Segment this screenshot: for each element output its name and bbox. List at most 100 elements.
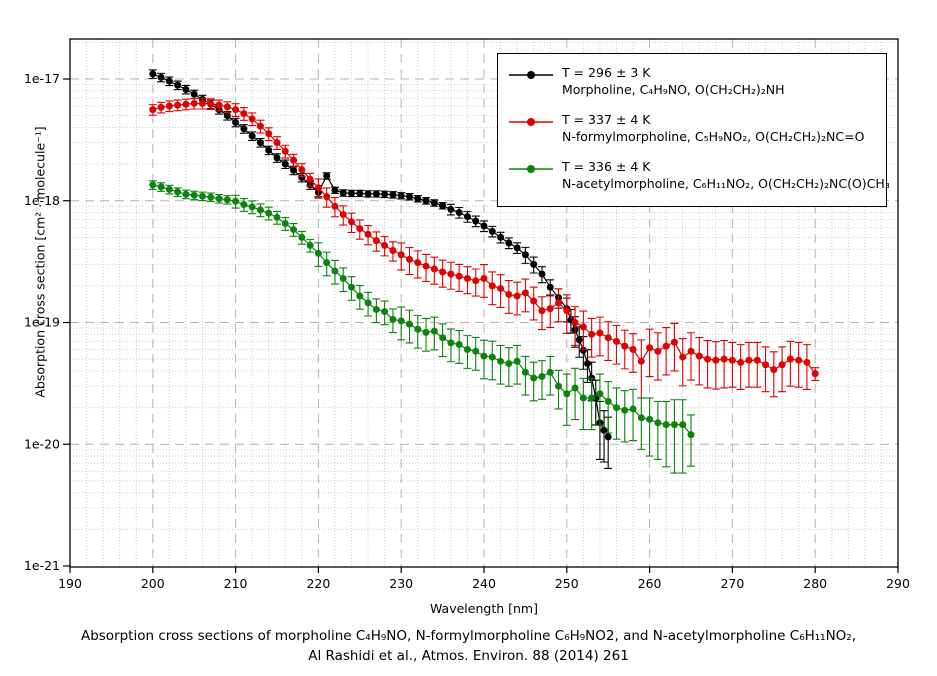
marker-n-acetylmorpholine [256, 206, 264, 214]
marker-morpholine [480, 222, 488, 230]
marker-n-acetylmorpholine [290, 226, 298, 234]
marker-morpholine [439, 202, 447, 210]
x-tick-label: 270 [720, 576, 744, 591]
marker-n-acetylmorpholine [505, 360, 513, 368]
marker-n-acetylmorpholine [215, 195, 223, 203]
marker-n-formylmorpholine [505, 290, 513, 298]
marker-n-acetylmorpholine [190, 191, 198, 199]
marker-n-formylmorpholine [314, 184, 322, 192]
marker-n-acetylmorpholine [389, 315, 397, 323]
marker-n-formylmorpholine [215, 101, 223, 109]
marker-morpholine [372, 190, 380, 198]
marker-n-acetylmorpholine [646, 415, 654, 423]
marker-n-formylmorpholine [149, 106, 157, 114]
marker-morpholine [356, 189, 364, 197]
marker-n-acetylmorpholine [612, 404, 620, 412]
y-tick-label: 1e-19 [24, 315, 60, 330]
marker-n-acetylmorpholine [538, 373, 546, 381]
marker-n-formylmorpholine [472, 277, 480, 285]
marker-morpholine [521, 251, 529, 259]
marker-n-acetylmorpholine [488, 353, 496, 361]
error-bars-n-acetylmorpholine [148, 180, 695, 474]
marker-n-acetylmorpholine [405, 320, 413, 328]
marker-n-acetylmorpholine [372, 305, 380, 313]
marker-n-formylmorpholine [422, 262, 430, 270]
marker-n-formylmorpholine [248, 115, 256, 123]
line-n-acetylmorpholine [152, 184, 692, 435]
marker-n-formylmorpholine [207, 100, 215, 108]
marker-n-formylmorpholine [704, 355, 712, 363]
marker-n-acetylmorpholine [364, 299, 372, 307]
x-tick-label: 200 [141, 576, 165, 591]
marker-morpholine [265, 146, 273, 154]
x-tick-label: 240 [472, 576, 496, 591]
marker-n-acetylmorpholine [621, 406, 629, 414]
marker-morpholine [248, 132, 256, 140]
legend-temperature: T = 337 ± 4 K [562, 112, 651, 127]
marker-n-acetylmorpholine [679, 421, 687, 429]
legend-entry-n-formylmorpholine: T = 337 ± 4 K N-formylmorpholine, C₅H₉NO… [509, 112, 886, 145]
marker-n-formylmorpholine [770, 366, 778, 374]
marker-n-acetylmorpholine [670, 421, 678, 429]
marker-morpholine [165, 77, 173, 85]
marker-morpholine [389, 191, 397, 199]
marker-morpholine [422, 197, 430, 205]
marker-n-formylmorpholine [563, 307, 571, 315]
x-tick-label: 250 [555, 576, 579, 591]
marker-n-formylmorpholine [571, 319, 579, 326]
marker-n-acetylmorpholine [381, 308, 389, 316]
marker-n-acetylmorpholine [530, 374, 538, 382]
marker-n-acetylmorpholine [174, 188, 182, 196]
marker-n-formylmorpholine [488, 282, 496, 290]
marker-n-formylmorpholine [786, 355, 794, 363]
marker-n-formylmorpholine [513, 292, 521, 300]
marker-morpholine [182, 85, 190, 93]
x-axis-label: Wavelength [nm] [430, 601, 538, 616]
marker-n-formylmorpholine [555, 299, 563, 307]
figure-caption: Absorption cross sections of morpholine … [0, 626, 937, 666]
marker-morpholine [538, 270, 546, 278]
marker-n-acetylmorpholine [430, 327, 438, 335]
marker-n-acetylmorpholine [447, 339, 455, 347]
x-tick-label: 290 [886, 576, 910, 591]
caption-line-2: Al Rashidi et al., Atmos. Environ. 88 (2… [308, 648, 629, 664]
x-tick-label: 190 [58, 576, 82, 591]
marker-n-acetylmorpholine [472, 347, 480, 355]
marker-morpholine [281, 160, 289, 168]
marker-n-formylmorpholine [455, 272, 463, 280]
marker-n-formylmorpholine [720, 355, 728, 363]
marker-n-formylmorpholine [273, 139, 281, 147]
marker-morpholine [273, 154, 281, 162]
marker-n-formylmorpholine [198, 99, 206, 107]
marker-morpholine [240, 125, 248, 133]
marker-morpholine [331, 186, 339, 194]
marker-n-formylmorpholine [778, 361, 786, 369]
marker-n-acetylmorpholine [232, 197, 240, 205]
marker-n-acetylmorpholine [265, 209, 273, 217]
marker-n-formylmorpholine [579, 323, 587, 331]
marker-n-acetylmorpholine [439, 334, 447, 342]
marker-morpholine [381, 190, 389, 198]
marker-n-acetylmorpholine [604, 397, 612, 405]
marker-morpholine [157, 73, 165, 81]
marker-n-acetylmorpholine [414, 325, 422, 333]
marker-n-acetylmorpholine [306, 241, 314, 249]
marker-n-acetylmorpholine [348, 283, 356, 291]
marker-n-acetylmorpholine [480, 352, 488, 360]
marker-n-formylmorpholine [538, 307, 546, 315]
marker-n-acetylmorpholine [588, 394, 596, 402]
legend-marker-icon [509, 165, 553, 173]
marker-n-acetylmorpholine [281, 220, 289, 228]
marker-n-formylmorpholine [687, 347, 695, 355]
marker-n-acetylmorpholine [182, 190, 190, 198]
x-axis-ticks: 190 200 210 220 230 240 250 260 270 280 290 [58, 567, 910, 591]
marker-n-formylmorpholine [629, 346, 637, 354]
marker-n-formylmorpholine [331, 202, 339, 210]
marker-morpholine [323, 172, 331, 180]
y-tick-label: 1e-21 [24, 558, 60, 573]
marker-morpholine [256, 139, 264, 147]
y-axis-label: Absorption cross section [cm² · molecule… [32, 126, 48, 398]
x-tick-label: 220 [306, 576, 330, 591]
marker-n-acetylmorpholine [298, 233, 306, 241]
